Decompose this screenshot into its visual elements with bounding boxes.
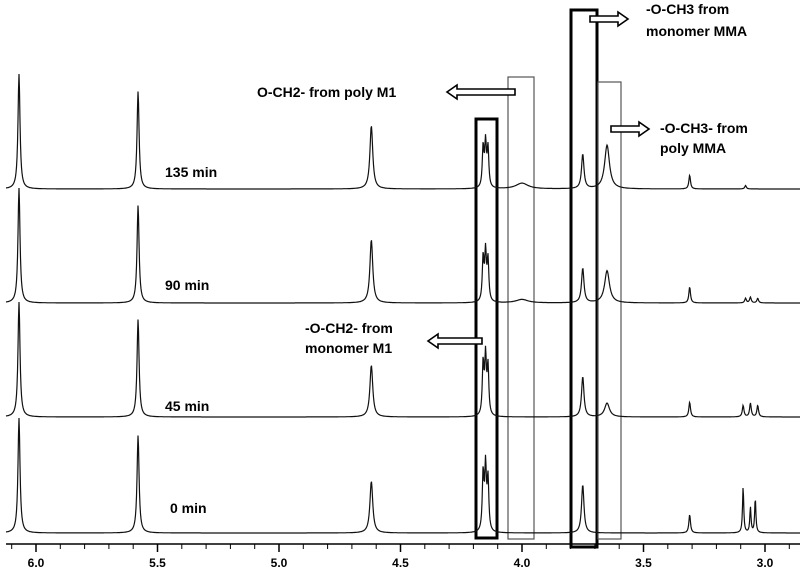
series-label: 45 min: [165, 398, 209, 414]
series-label: 135 min: [165, 164, 217, 180]
x-tick-label: 4.0: [514, 556, 531, 570]
highlight-box-4: [474, 117, 499, 540]
x-tick-label: 3.5: [635, 556, 652, 570]
annotation-arrow-2: [445, 83, 516, 101]
x-tick-label: 4.5: [392, 556, 409, 570]
series-labels: 135 min 90 min 45 min 0 min: [165, 164, 217, 516]
spectrum-trace-90-min: [5, 187, 800, 304]
spectrum-trace-135-min: [5, 73, 800, 190]
annotation-arrow-4: [426, 332, 483, 350]
annotation-text: -O-CH3 from: [646, 1, 729, 17]
x-tick-label: 6.0: [28, 556, 45, 570]
annotation-text: monomer MMA: [646, 23, 747, 39]
annotation-arrow-3: [610, 120, 651, 138]
annotation-text: monomer M1: [305, 340, 392, 356]
spectra-traces: [5, 73, 800, 534]
x-tick-label: 5.0: [271, 556, 288, 570]
x-axis: 6.0 5.5 5.0 4.5 4.0 3.5 3.0: [6, 543, 800, 570]
annotations: -O-CH3 from monomer MMA O-CH2- from poly M…: [257, 1, 748, 356]
highlight-box-2: [507, 76, 535, 540]
annotation-arrow-1: [589, 10, 630, 28]
x-tick-label: 3.0: [757, 556, 774, 570]
annotation-text: O-CH2- from poly M1: [257, 84, 396, 100]
highlight-boxes: [474, 8, 622, 549]
series-label: 90 min: [165, 277, 209, 293]
highlight-box-1: [569, 8, 599, 549]
x-tick-label: 5.5: [149, 556, 166, 570]
annotation-text: -O-CH2- from: [305, 320, 393, 336]
highlight-box-3: [597, 81, 622, 540]
series-label: 0 min: [170, 500, 207, 516]
spectrum-trace-0-min: [5, 417, 800, 534]
spectrum-trace-45-min: [5, 301, 800, 418]
annotation-text: -O-CH3- from: [660, 120, 748, 136]
annotation-text: poly MMA: [660, 140, 726, 156]
